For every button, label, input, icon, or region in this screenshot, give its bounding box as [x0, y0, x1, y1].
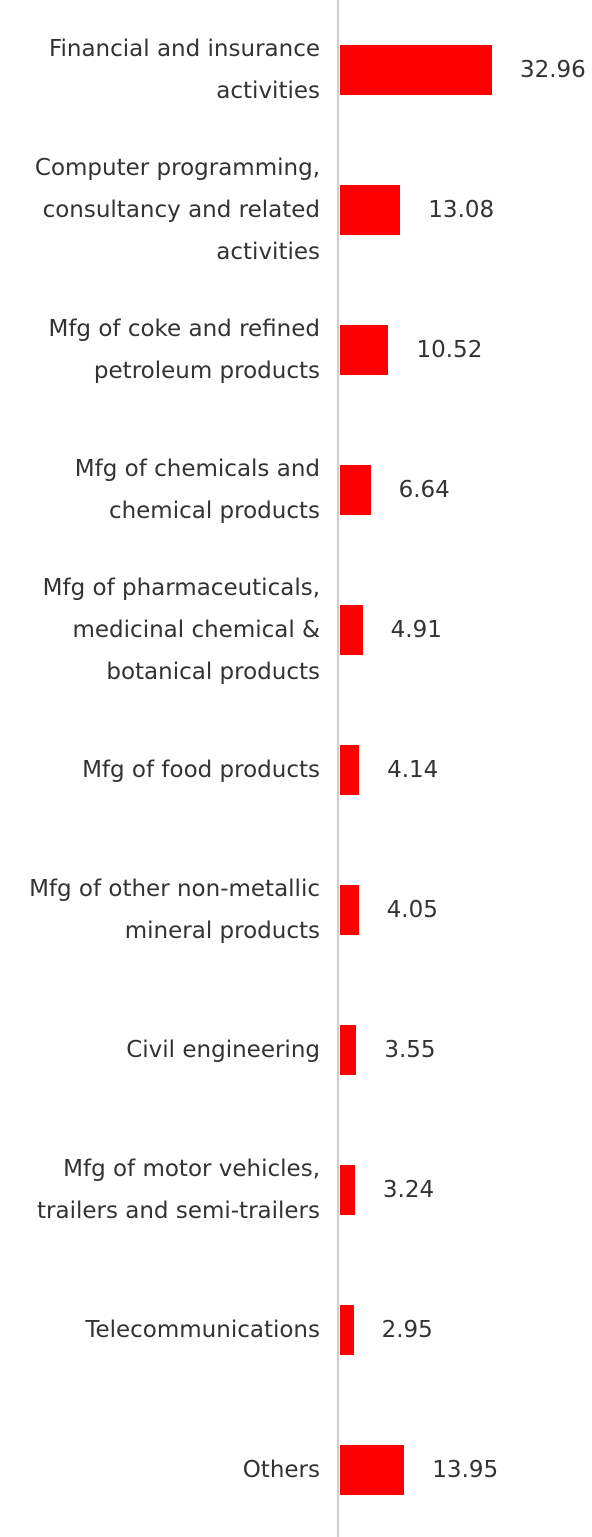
axis-line: [337, 0, 339, 1537]
category-label: Mfg of coke and refined petroleum produc…: [48, 316, 320, 384]
value-label: 4.14: [387, 757, 439, 783]
value-label: 2.95: [381, 1317, 433, 1343]
value-label: 3.55: [384, 1037, 436, 1063]
bar: [340, 465, 371, 515]
bar: [340, 885, 359, 935]
value-label: 13.08: [428, 197, 495, 223]
value-label: 10.52: [416, 337, 483, 363]
category-label: Mfg of other non-metallic mineral produc…: [29, 876, 320, 944]
value-label: 4.91: [390, 617, 442, 643]
category-label: Mfg of pharmaceuticals, medicinal chemic…: [42, 575, 320, 685]
category-label: Telecommunications: [85, 1317, 320, 1343]
value-label: 4.05: [386, 897, 438, 923]
category-label: Civil engineering: [126, 1037, 320, 1063]
bar: [340, 1305, 354, 1355]
category-label: Mfg of food products: [82, 757, 320, 783]
bar: [340, 1025, 357, 1075]
value-label: 6.64: [398, 477, 450, 503]
value-label: 13.95: [432, 1457, 499, 1483]
value-label: 3.24: [382, 1177, 435, 1203]
category-label: Computer programming, consultancy and re…: [34, 155, 320, 265]
bar: [340, 745, 360, 795]
category-label: Mfg of chemicals and chemical products: [74, 456, 320, 524]
category-label: Others: [242, 1457, 320, 1483]
category-label: Mfg of motor vehicles, trailers and semi…: [37, 1156, 320, 1224]
bar: [340, 325, 389, 375]
value-label: 32.96: [519, 57, 586, 83]
bar: [340, 1445, 405, 1495]
category-label: Financial and insurance activities: [48, 36, 320, 104]
bar: [340, 1165, 355, 1215]
bar: [340, 45, 492, 95]
bar: [340, 605, 363, 655]
bar: [340, 185, 401, 235]
